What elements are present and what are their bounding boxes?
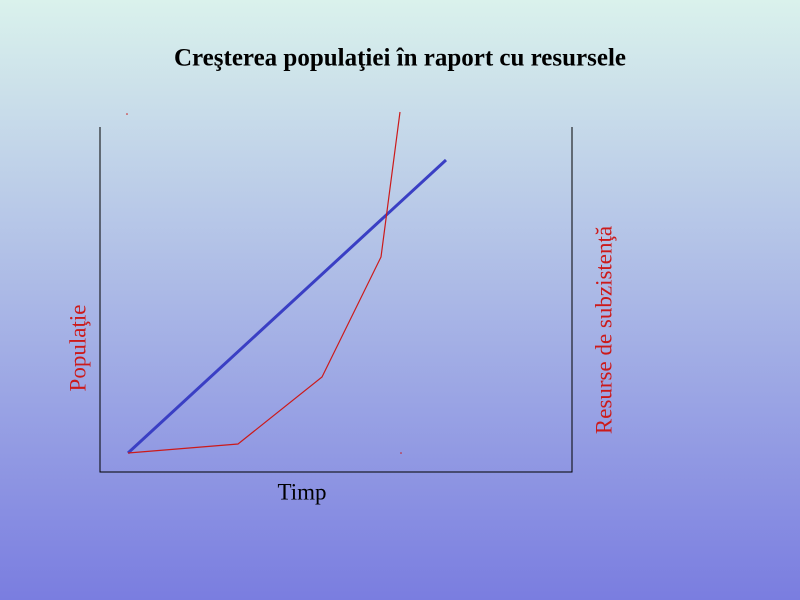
axes-frame xyxy=(99,127,573,473)
population-curve xyxy=(127,111,401,454)
title: Creşterea populaţiei în raport cu resurs… xyxy=(174,45,626,72)
x-axis-label: Timp xyxy=(277,479,326,504)
left-axis-label: Populaţie xyxy=(65,305,90,392)
dot xyxy=(126,113,128,115)
right-axis-label: Resurse de subzistenţă xyxy=(591,226,616,434)
resources-line xyxy=(126,158,448,455)
dot xyxy=(400,452,402,454)
